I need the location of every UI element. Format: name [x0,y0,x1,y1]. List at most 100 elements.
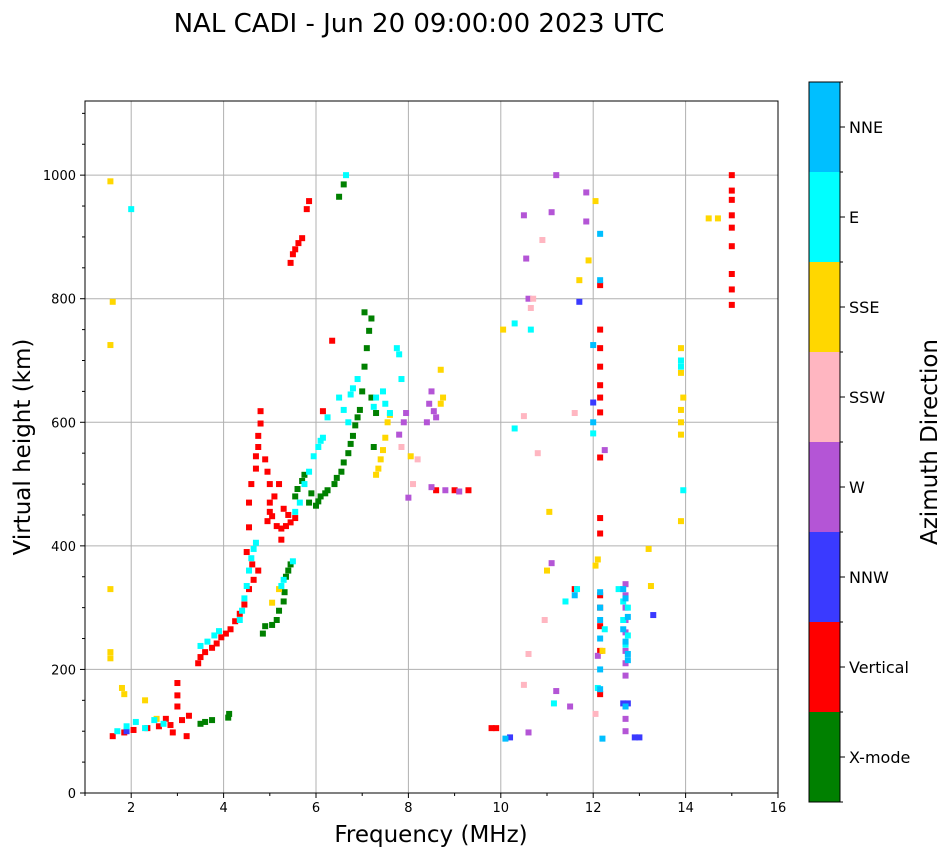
data-point [373,410,379,416]
data-point [729,188,735,194]
data-point [394,345,400,351]
data-point [678,419,684,425]
data-layer [107,172,734,741]
data-point [345,419,351,425]
data-point [599,736,605,742]
data-point [248,555,254,561]
data-point [248,481,254,487]
data-point [512,425,518,431]
data-point [385,419,391,425]
data-point [282,589,288,595]
data-point [567,704,573,710]
data-point [362,364,368,370]
data-point [357,407,363,413]
data-point [715,215,721,221]
data-point [553,688,559,694]
data-point [359,388,365,394]
data-point [142,725,148,731]
data-point [465,487,471,493]
data-point [442,487,448,493]
colorbar-tick-label: Vertical [849,658,909,677]
data-point [262,623,268,629]
data-point [415,456,421,462]
data-point [387,410,393,416]
data-point [440,395,446,401]
data-point [576,299,582,305]
data-point [276,608,282,614]
data-point [678,407,684,413]
data-point [308,490,314,496]
data-point [636,734,642,740]
data-point [593,711,599,717]
data-point [228,626,234,632]
data-point [625,614,631,620]
data-point [396,432,402,438]
data-point [142,697,148,703]
y-tick-label: 0 [68,787,76,802]
data-point [249,561,255,567]
data-point [355,414,361,420]
y-tick-label: 800 [51,293,76,308]
data-point [546,509,552,515]
data-point [623,716,629,722]
data-point [382,401,388,407]
data-point [373,472,379,478]
data-point [285,512,291,518]
data-point [426,401,432,407]
data-point [290,558,296,564]
y-tick-label: 600 [51,416,76,431]
data-point [336,395,342,401]
data-point [241,595,247,601]
data-point [107,178,113,184]
chart-title: NAL CADI - Jun 20 09:00:00 2023 UTC [174,9,665,39]
colorbar-segment [809,622,840,712]
data-point [625,632,631,638]
data-point [625,605,631,611]
data-point [292,515,298,521]
data-point [535,450,541,456]
y-tick-label: 400 [51,540,76,555]
data-point [202,719,208,725]
data-point [410,481,416,487]
data-point [549,209,555,215]
data-point [544,568,550,574]
data-point [338,469,344,475]
axis-layer: 2 4 6 8 10 12 14 1602004006008001000 [43,113,786,816]
grid-layer [85,101,778,793]
data-point [107,649,113,655]
data-point [521,212,527,218]
series-ssw [398,237,598,717]
data-point [350,433,356,439]
data-point [267,500,273,506]
data-point [729,212,735,218]
data-point [264,469,270,475]
data-point [281,506,287,512]
data-point [244,583,250,589]
data-point [151,717,157,723]
data-point [405,495,411,501]
data-point [528,327,534,333]
data-point [299,235,305,241]
data-point [306,198,312,204]
data-point [195,660,201,666]
data-point [301,481,307,487]
data-point [107,655,113,661]
data-point [246,568,252,574]
data-point [542,617,548,623]
y-tick-label: 1000 [43,169,76,184]
data-point [729,225,735,231]
data-point [267,481,273,487]
data-point [373,395,379,401]
data-point [597,686,603,692]
data-point [341,181,347,187]
data-point [292,509,298,515]
data-point [209,717,215,723]
data-point [345,450,351,456]
data-point [241,602,247,608]
data-point [237,617,243,623]
data-point [729,243,735,249]
data-point [204,639,210,645]
data-point [348,391,354,397]
series-vertical [110,172,735,739]
data-point [456,488,462,494]
